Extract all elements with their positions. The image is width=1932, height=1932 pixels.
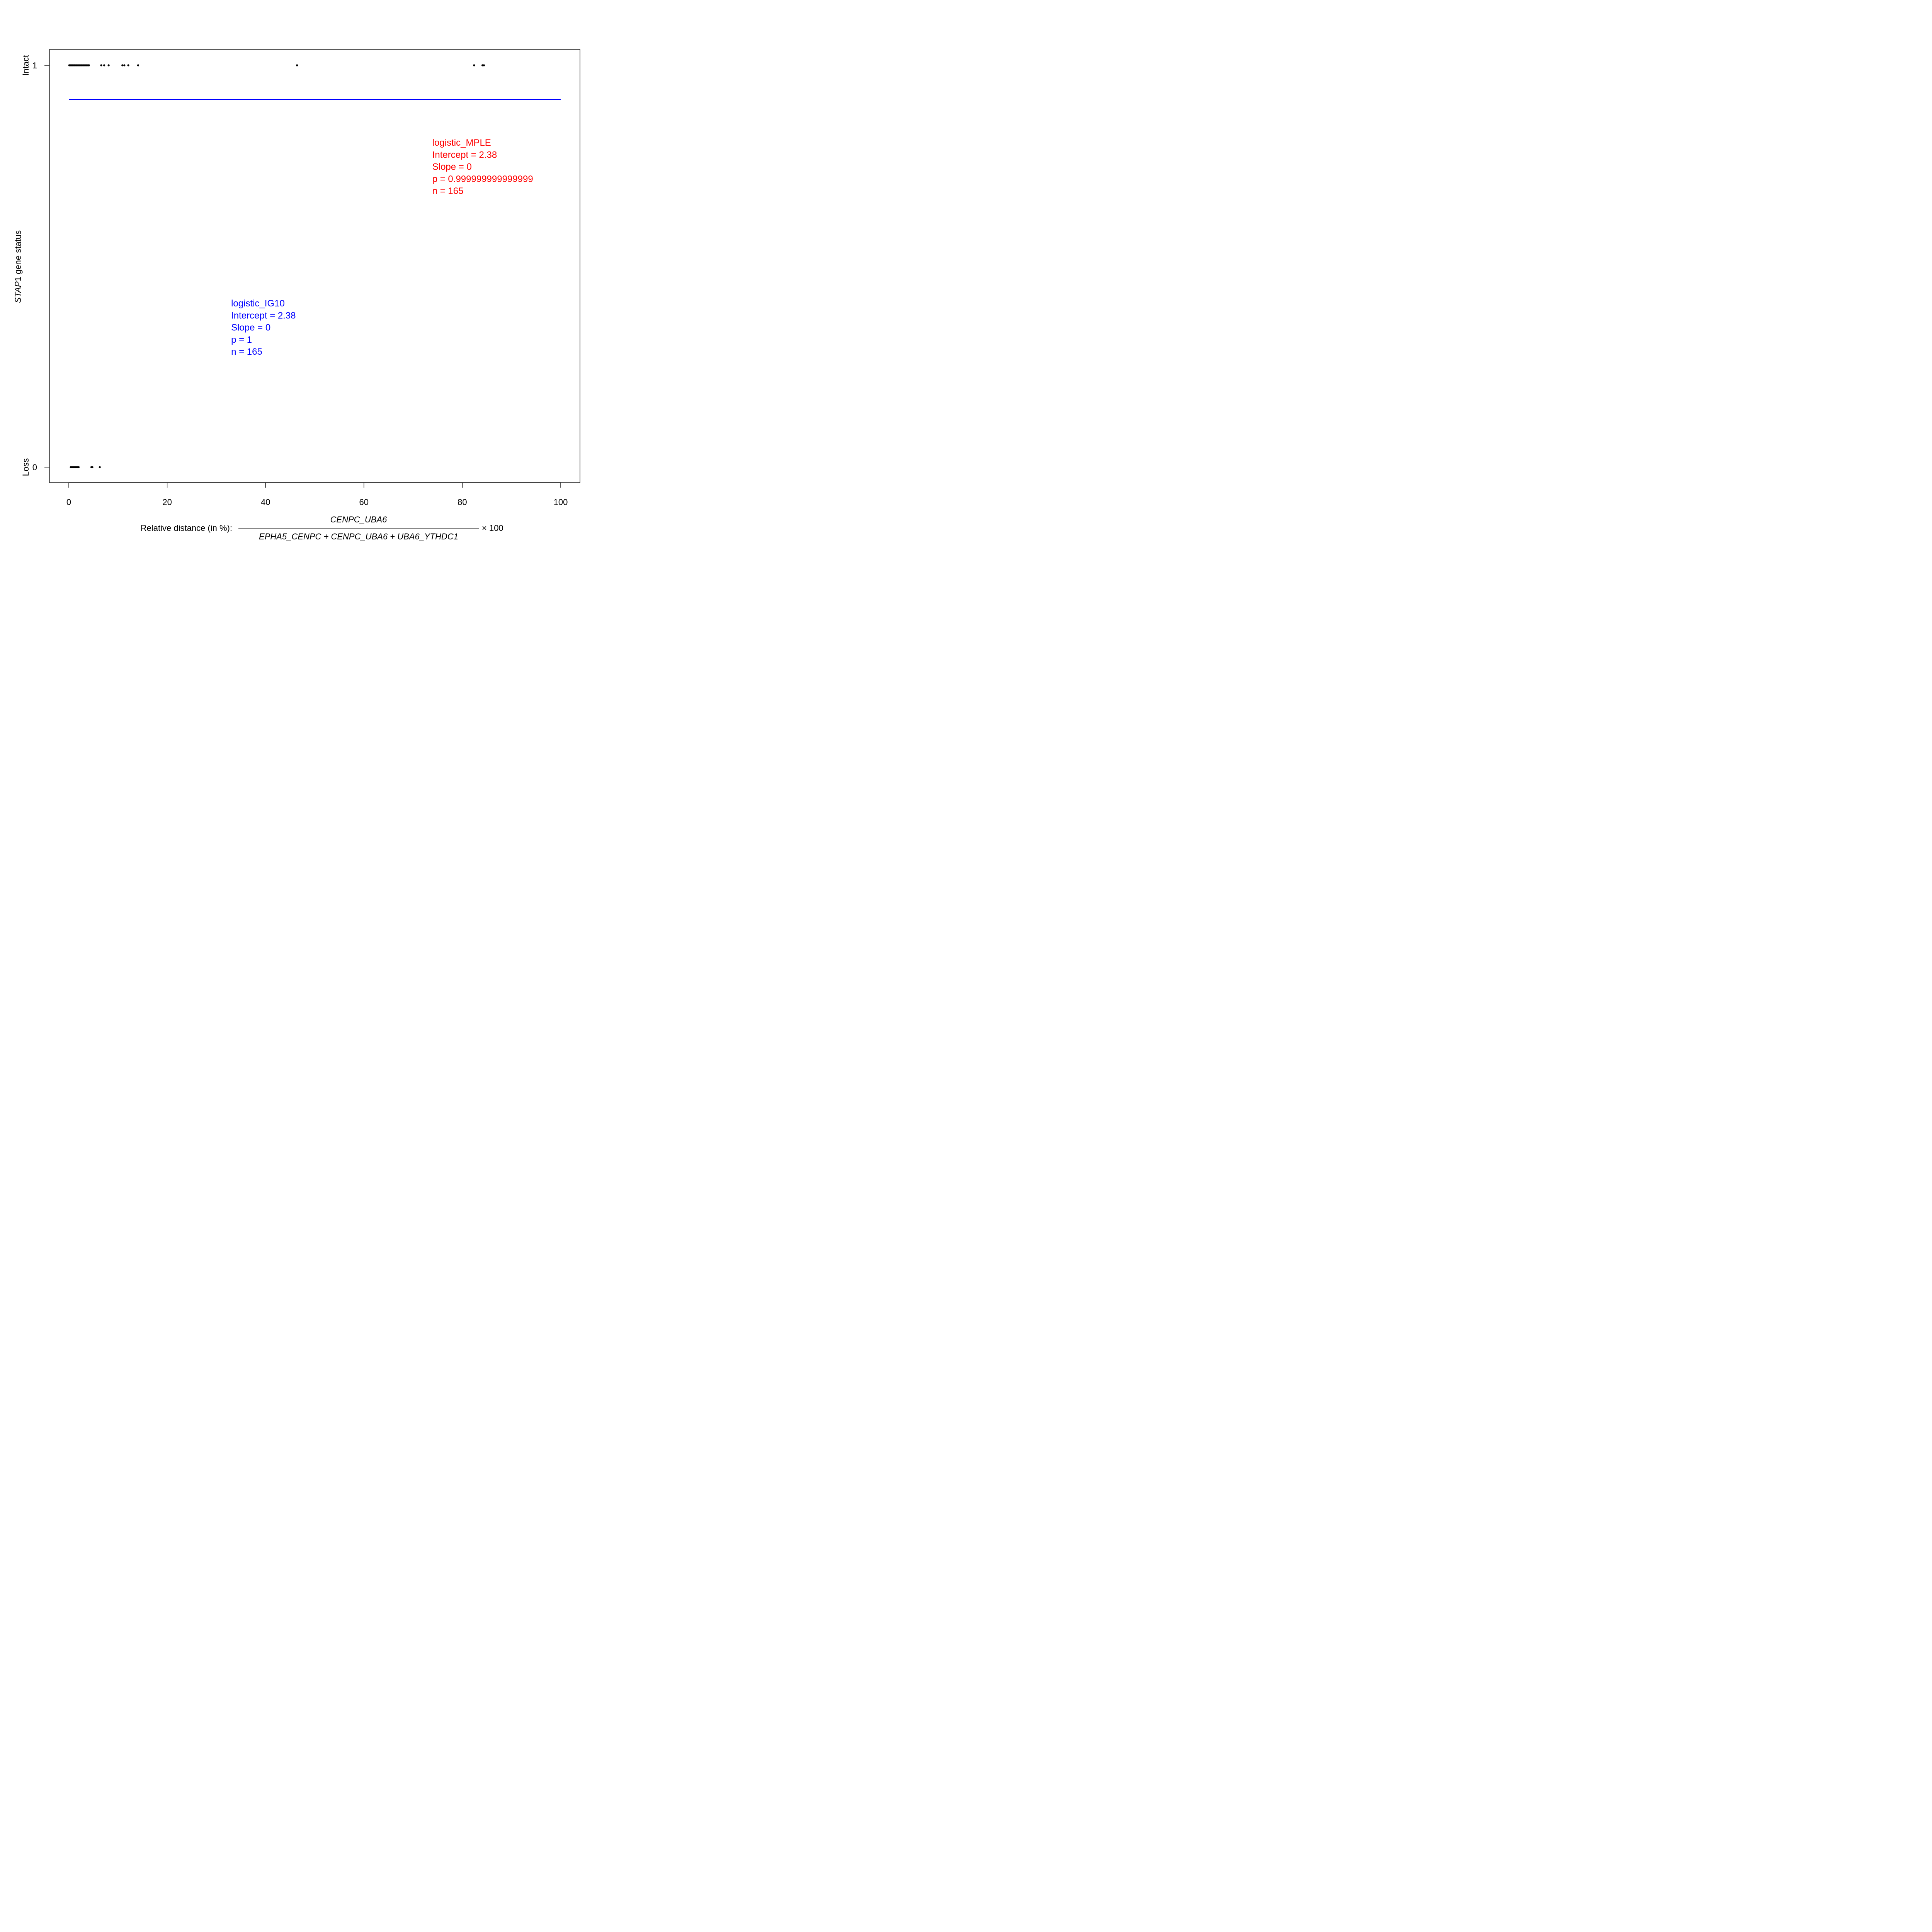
annotation-line: Intercept = 2.38 xyxy=(231,310,296,321)
x-tick-label: 20 xyxy=(162,497,172,507)
x-tick-label: 40 xyxy=(261,497,270,507)
y-axis-title-rest: 1 gene status xyxy=(13,230,23,281)
x-tick-label: 0 xyxy=(66,497,71,507)
point-intact xyxy=(483,64,485,66)
y-tick-label: 0 xyxy=(32,463,37,472)
annotation-line: n = 165 xyxy=(432,186,464,196)
y-tick-label: 1 xyxy=(32,61,37,70)
annotation-line: Slope = 0 xyxy=(432,162,472,172)
y-label-loss: Loss xyxy=(21,458,31,476)
point-intact xyxy=(296,64,298,66)
point-intact xyxy=(123,64,126,66)
point-intact xyxy=(100,64,102,66)
annotation-line: Slope = 0 xyxy=(231,323,270,333)
point-intact xyxy=(473,64,475,66)
point-intact xyxy=(137,64,139,66)
y-axis-title-gene: STAP xyxy=(13,281,23,303)
annotation-line: n = 165 xyxy=(231,347,262,357)
point-intact xyxy=(103,64,105,66)
y-label-intact: Intact xyxy=(21,55,31,76)
point-loss xyxy=(77,466,80,468)
plot-frame xyxy=(49,49,580,483)
point-loss xyxy=(99,466,101,468)
annotation-line: p = 1 xyxy=(231,335,252,345)
point-intact xyxy=(481,64,484,66)
annotation-line: Intercept = 2.38 xyxy=(432,150,497,160)
x-axis-title-denominator: EPHA5_CENPC + CENPC_UBA6 + UBA6_YTHDC1 xyxy=(259,532,458,541)
x-axis-title-numerator: CENPC_UBA6 xyxy=(330,515,387,524)
x-tick-label: 100 xyxy=(554,497,568,507)
annotation-line: logistic_IG10 xyxy=(231,298,285,309)
y-axis: 01 xyxy=(32,61,49,472)
annotation-line: logistic_MPLE xyxy=(432,138,491,148)
y-axis-title: STAP1 gene status xyxy=(13,230,23,303)
x-axis: 0 20 40 60 80 100 xyxy=(66,482,568,507)
x-axis-title-suffix: × 100 xyxy=(482,523,503,533)
point-loss xyxy=(91,466,94,468)
points-group xyxy=(68,64,485,468)
x-tick-label: 80 xyxy=(457,497,467,507)
annotation-line: p = 0.999999999999999 xyxy=(432,174,533,184)
x-axis-title-prefix: Relative distance (in %): xyxy=(141,523,232,533)
point-intact xyxy=(121,64,124,66)
point-intact xyxy=(88,64,90,66)
x-tick-label: 60 xyxy=(359,497,369,507)
point-intact xyxy=(127,64,129,66)
point-intact xyxy=(107,64,110,66)
annotations-group: logistic_MPLE Intercept = 2.38 Slope = 0 p … xyxy=(231,138,533,357)
